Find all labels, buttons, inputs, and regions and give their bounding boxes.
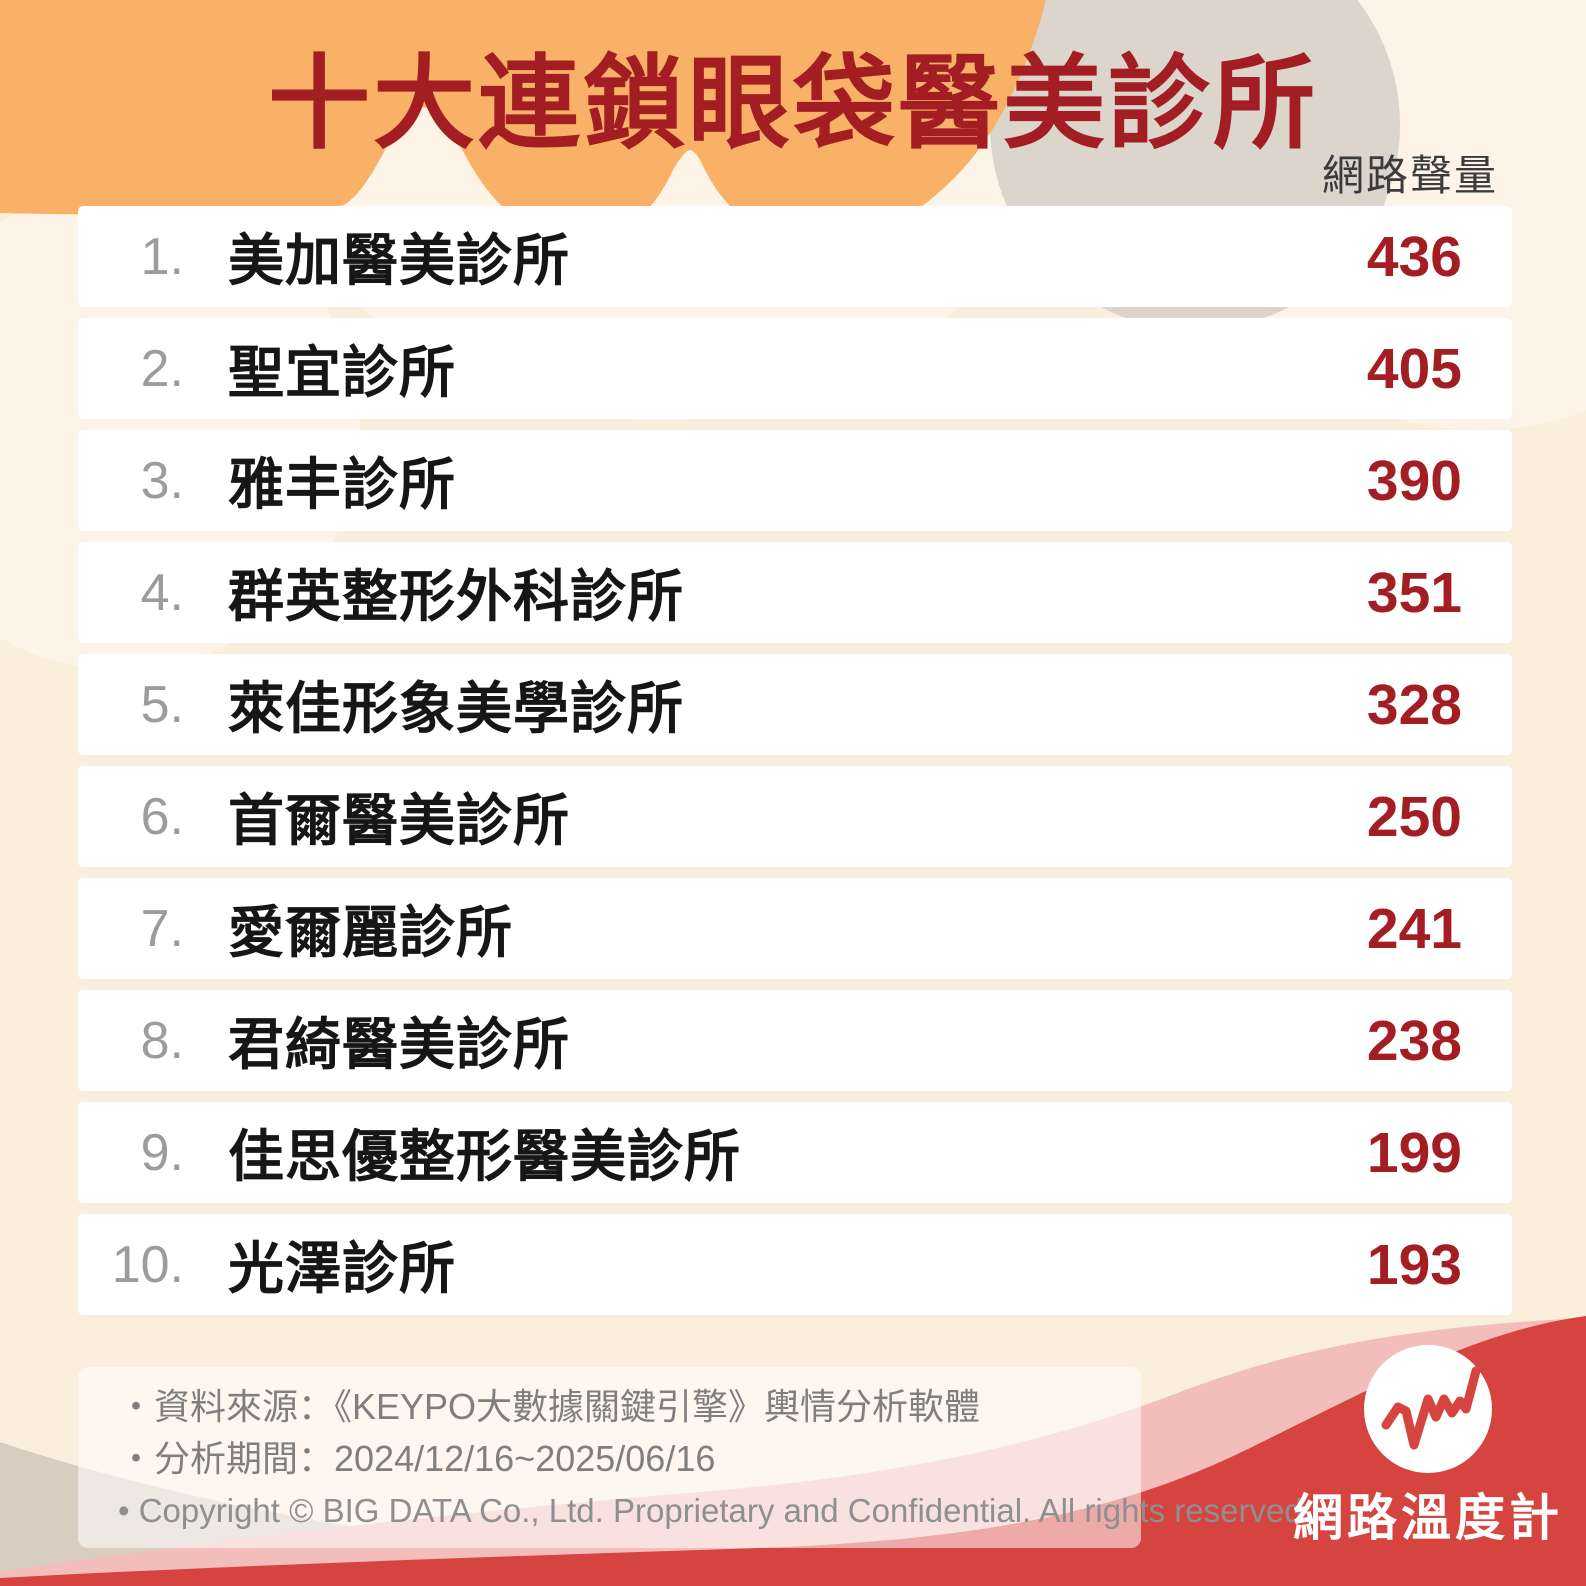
rank-number: 10. xyxy=(111,1235,184,1294)
ranking-row: 10. 光澤診所 193 xyxy=(78,1214,1512,1315)
ranking-row: 2. 聖宜診所 405 xyxy=(78,318,1512,419)
rank-number: 9. xyxy=(140,1123,184,1182)
clinic-name: 君綺醫美診所 xyxy=(228,1013,570,1076)
orange-blob xyxy=(0,0,1046,245)
ranking-row: 8. 君綺醫美診所 238 xyxy=(78,990,1512,1091)
rank-number: 5. xyxy=(140,675,184,734)
clinic-name: 萊佳形象美學診所 xyxy=(228,677,684,740)
ranking-list: 1. 美加醫美診所 436 2. 聖宜診所 405 3. 雅丰診所 390 4.… xyxy=(78,206,1512,1326)
copyright-line: • Copyright © BIG DATA Co., Ltd. Proprie… xyxy=(118,1492,1312,1529)
voice-volume: 193 xyxy=(1366,1232,1462,1297)
rank-number: 3. xyxy=(140,451,184,510)
ranking-row: 9. 佳思優整形醫美診所 199 xyxy=(78,1102,1512,1203)
voice-volume: 250 xyxy=(1366,784,1462,849)
voice-volume: 390 xyxy=(1366,448,1462,513)
clinic-name: 佳思優整形醫美診所 xyxy=(228,1125,741,1188)
voice-volume: 238 xyxy=(1366,1008,1462,1073)
period-line: ・分析期間：2024/12/16~2025/06/16 xyxy=(118,1438,716,1479)
ranking-row: 7. 愛爾麗診所 241 xyxy=(78,878,1512,979)
footer-panel: ・資料來源：《KEYPO大數據關鍵引擎》輿情分析軟體 ・分析期間：2024/12… xyxy=(78,1367,1312,1548)
metric-label: 網路聲量 xyxy=(1321,152,1498,199)
rank-number: 4. xyxy=(140,563,184,622)
voice-volume: 405 xyxy=(1366,336,1462,401)
clinic-name: 光澤診所 xyxy=(228,1237,456,1300)
dailyview-logo xyxy=(1364,1345,1492,1473)
rank-number: 1. xyxy=(140,227,184,286)
voice-volume: 351 xyxy=(1366,560,1462,625)
ranking-row: 3. 雅丰診所 390 xyxy=(78,430,1512,531)
ranking-row: 4. 群英整形外科診所 351 xyxy=(78,542,1512,643)
red-wave xyxy=(0,1316,1586,1586)
trend-line-icon xyxy=(1381,1366,1481,1450)
clinic-name: 雅丰診所 xyxy=(228,453,456,516)
clinic-name: 美加醫美診所 xyxy=(228,229,570,292)
clinic-name: 首爾醫美診所 xyxy=(228,789,570,852)
voice-volume: 199 xyxy=(1366,1120,1462,1185)
voice-volume: 241 xyxy=(1366,896,1462,961)
rank-number: 6. xyxy=(140,787,184,846)
ranking-row: 6. 首爾醫美診所 250 xyxy=(78,766,1512,867)
clinic-name: 聖宜診所 xyxy=(228,341,456,404)
clinic-name: 愛爾麗診所 xyxy=(228,901,513,964)
rank-number: 2. xyxy=(140,339,184,398)
page-title: 十大連鎖眼袋醫美診所 xyxy=(268,47,1318,161)
clinic-name: 群英整形外科診所 xyxy=(228,565,684,628)
ranking-row: 5. 萊佳形象美學診所 328 xyxy=(78,654,1512,755)
voice-volume: 436 xyxy=(1366,224,1462,289)
data-source-line: ・資料來源：《KEYPO大數據關鍵引擎》輿情分析軟體 xyxy=(118,1386,981,1427)
rank-number: 7. xyxy=(140,899,184,958)
brand-name: 網路溫度計 xyxy=(1293,1490,1563,1546)
rank-number: 8. xyxy=(140,1011,184,1070)
ranking-row: 1. 美加醫美診所 436 xyxy=(78,206,1512,307)
voice-volume: 328 xyxy=(1366,672,1462,737)
